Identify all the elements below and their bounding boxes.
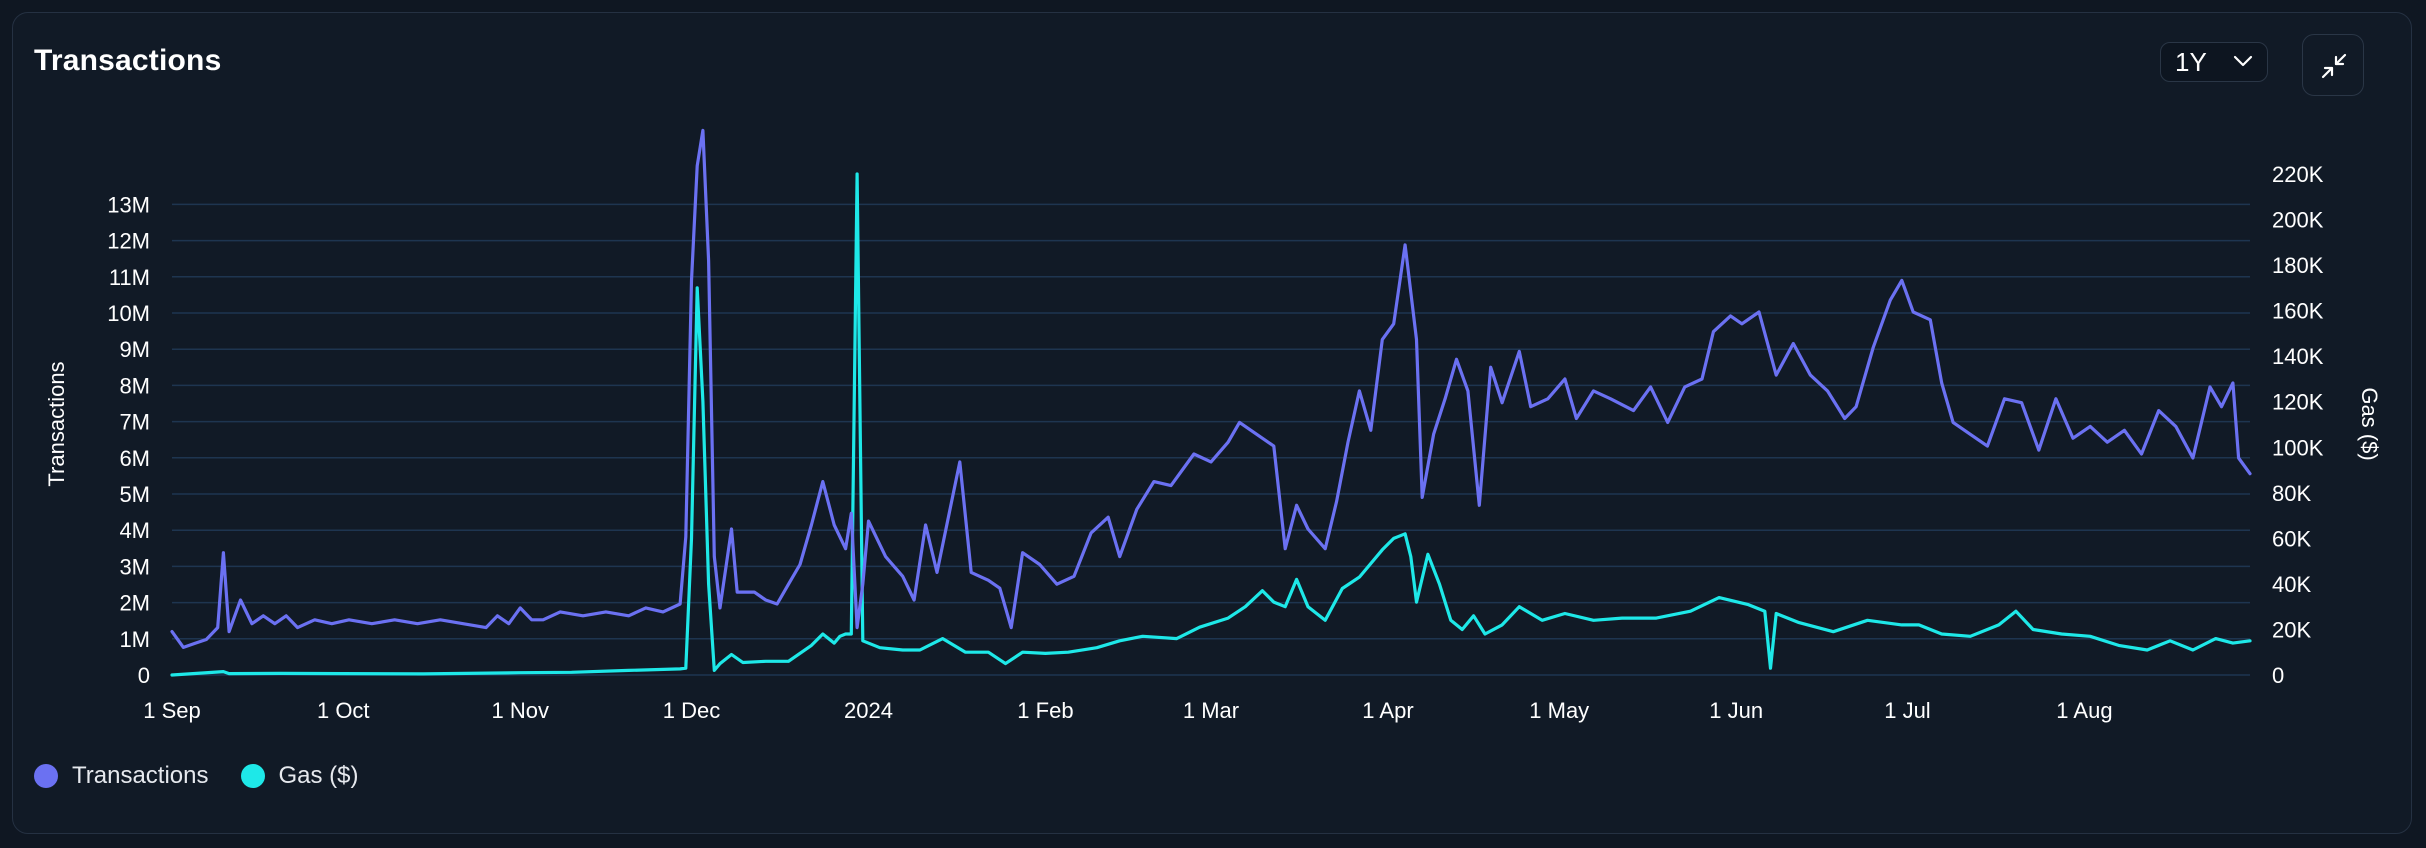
series-line-transactions	[170, 128, 2252, 649]
y-left-tick-label: 6M	[119, 446, 150, 471]
legend-item-gas[interactable]: Gas ($)	[240, 762, 359, 790]
y-right-tick-label: 100K	[2272, 435, 2324, 460]
y-axis-right-label: Gas ($)	[2357, 387, 2382, 460]
collapse-arrows-icon	[2321, 53, 2347, 79]
collapse-button[interactable]	[2302, 34, 2364, 96]
y-left-tick-label: 3M	[119, 554, 150, 579]
x-tick-label: 1 Apr	[1362, 698, 1413, 723]
legend: Transactions Gas ($)	[34, 762, 359, 790]
series-lines	[170, 128, 2252, 677]
y-axis-left-ticks: 0 1M 2M 3M 4M 5M 6M 7M 8M 9M 10M 11M 12M 13M	[107, 192, 150, 688]
y-left-tick-label: 13M	[107, 192, 150, 217]
y-left-tick-label: 7M	[119, 410, 150, 435]
y-left-tick-label: 12M	[107, 229, 150, 254]
grid-lines	[172, 203, 2250, 676]
range-select-value: 1Y	[2175, 46, 2207, 77]
y-right-tick-label: 0	[2272, 663, 2284, 688]
series-line-gas	[170, 172, 2252, 677]
y-right-tick-label: 20K	[2272, 617, 2311, 642]
x-tick-label: 1 Jun	[1709, 698, 1763, 723]
y-right-tick-label: 120K	[2272, 390, 2324, 415]
x-tick-label: 1 Mar	[1183, 698, 1239, 723]
y-right-tick-label: 200K	[2272, 208, 2324, 233]
legend-label-gas: Gas ($)	[278, 762, 359, 789]
x-tick-label: 1 May	[1529, 698, 1589, 723]
y-left-tick-label: 1M	[119, 627, 150, 652]
x-tick-label: 1 Aug	[2056, 698, 2112, 723]
y-right-tick-label: 140K	[2272, 344, 2324, 369]
y-left-tick-label: 10M	[107, 301, 150, 326]
legend-label-transactions: Transactions	[72, 762, 209, 789]
y-right-tick-label: 60K	[2272, 526, 2311, 551]
y-left-tick-label: 5M	[119, 482, 150, 507]
chart-card	[12, 12, 2412, 834]
x-tick-label: 1 Oct	[317, 698, 370, 723]
y-left-tick-label: 9M	[119, 337, 150, 362]
x-axis-ticks: 1 Sep 1 Oct 1 Nov 1 Dec 2024 1 Feb 1 Mar 1 Apr 1…	[143, 698, 2112, 723]
legend-swatch-transactions	[34, 764, 58, 788]
y-left-tick-label: 8M	[119, 373, 150, 398]
y-axis-right-ticks: 0 20K 40K 60K 80K 100K 120K 140K 160K 180K 200K 220…	[2272, 162, 2324, 688]
y-left-tick-label: 2M	[119, 591, 150, 616]
y-right-tick-label: 40K	[2272, 572, 2311, 597]
y-right-tick-label: 220K	[2272, 162, 2324, 187]
chevron-down-icon	[2233, 55, 2253, 67]
x-tick-label: 2024	[844, 698, 893, 723]
x-tick-label: 1 Jul	[1884, 698, 1930, 723]
x-tick-label: 1 Dec	[663, 698, 720, 723]
y-left-tick-label: 0	[138, 663, 150, 688]
y-right-tick-label: 80K	[2272, 481, 2311, 506]
y-right-tick-label: 160K	[2272, 299, 2324, 324]
x-tick-label: 1 Nov	[491, 698, 548, 723]
legend-swatch-gas	[240, 764, 265, 788]
y-left-tick-label: 4M	[119, 518, 150, 543]
range-select[interactable]: 1Y	[2160, 42, 2268, 82]
y-right-tick-label: 180K	[2272, 253, 2324, 278]
y-left-tick-label: 11M	[109, 265, 150, 290]
y-axis-left-label: Transactions	[44, 361, 69, 486]
x-tick-label: 1 Feb	[1017, 698, 1073, 723]
legend-item-transactions[interactable]: Transactions	[34, 762, 209, 790]
x-tick-label: 1 Sep	[143, 698, 201, 723]
page-title: Transactions	[34, 44, 222, 77]
